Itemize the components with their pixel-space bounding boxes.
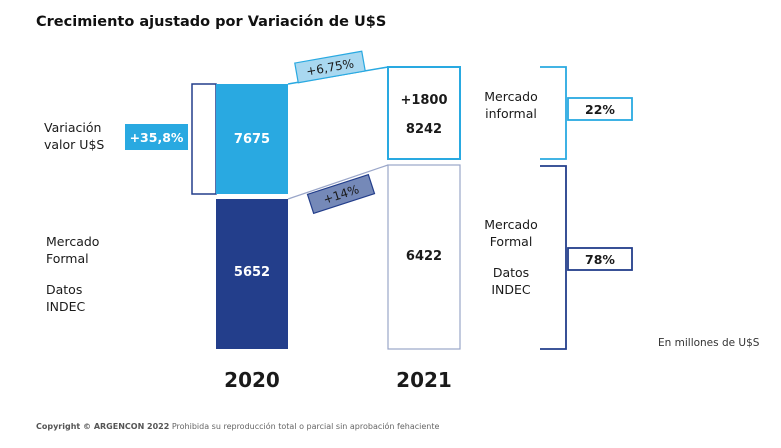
label-mf-right-line5: INDEC	[491, 282, 531, 297]
share-formal-box	[567, 247, 633, 271]
bracket-formal	[540, 165, 567, 350]
value-2021-informal-extra: +1800	[400, 93, 447, 108]
connector-formal-top	[287, 164, 389, 200]
label-mf-left-gap	[46, 267, 99, 281]
label-mf-left-line5: INDEC	[46, 299, 86, 314]
value-2021-formal: 6422	[406, 249, 442, 264]
bar-2020-informal	[216, 84, 288, 194]
label-variacion: Variación valor U$S	[44, 119, 104, 153]
label-mi-line1: Mercado	[484, 89, 538, 104]
label-mf-right-gap	[472, 250, 550, 264]
label-mf-right-line1: Mercado	[484, 217, 538, 232]
share-informal-value: 22%	[585, 102, 615, 117]
label-mf-left-line4: Datos	[46, 282, 83, 297]
chart-title: Crecimiento ajustado por Variación de U$…	[36, 14, 387, 30]
copyright-line: Copyright © ARGENCON 2022 Prohibida su r…	[36, 422, 439, 431]
bracket-informal	[540, 66, 567, 160]
label-variacion-line2: valor U$S	[44, 137, 105, 152]
label-mercado-formal-left: Mercado Formal Datos INDEC	[46, 233, 99, 315]
share-formal-value: 78%	[585, 252, 615, 267]
copyright-rest: Prohibida su reproducción total o parcia…	[171, 422, 440, 431]
units-note: En millones de U$S	[658, 337, 760, 349]
value-2021-informal: 8242	[406, 122, 442, 137]
label-mercado-formal-right: Mercado Formal Datos INDEC	[472, 216, 550, 298]
variation-outline-box	[191, 83, 217, 195]
bar-2021-formal	[387, 164, 461, 350]
label-mercado-informal: Mercado informal	[472, 88, 550, 122]
copyright-bold: Copyright © ARGENCON 2022	[36, 422, 170, 431]
label-mf-left-line1: Mercado	[46, 234, 100, 249]
value-2020-formal: 5652	[234, 265, 270, 280]
label-mf-left-line2: Formal	[46, 251, 89, 266]
label-variacion-line1: Variación	[44, 120, 102, 135]
year-label-2021: 2021	[396, 368, 452, 392]
share-informal-box	[567, 97, 633, 121]
label-mf-right-line2: Formal	[489, 234, 533, 249]
label-mf-right-line4: Datos	[492, 265, 530, 280]
bar-2020-formal	[216, 199, 288, 349]
variation-badge-value: +35,8%	[130, 130, 184, 145]
label-mi-line2: informal	[485, 106, 537, 121]
variation-badge	[125, 124, 188, 150]
year-label-2020: 2020	[224, 368, 280, 392]
growth-informal-tag: +6,75%	[294, 50, 366, 84]
value-2020-informal: 7675	[234, 132, 270, 147]
bar-2021-informal	[387, 66, 461, 160]
